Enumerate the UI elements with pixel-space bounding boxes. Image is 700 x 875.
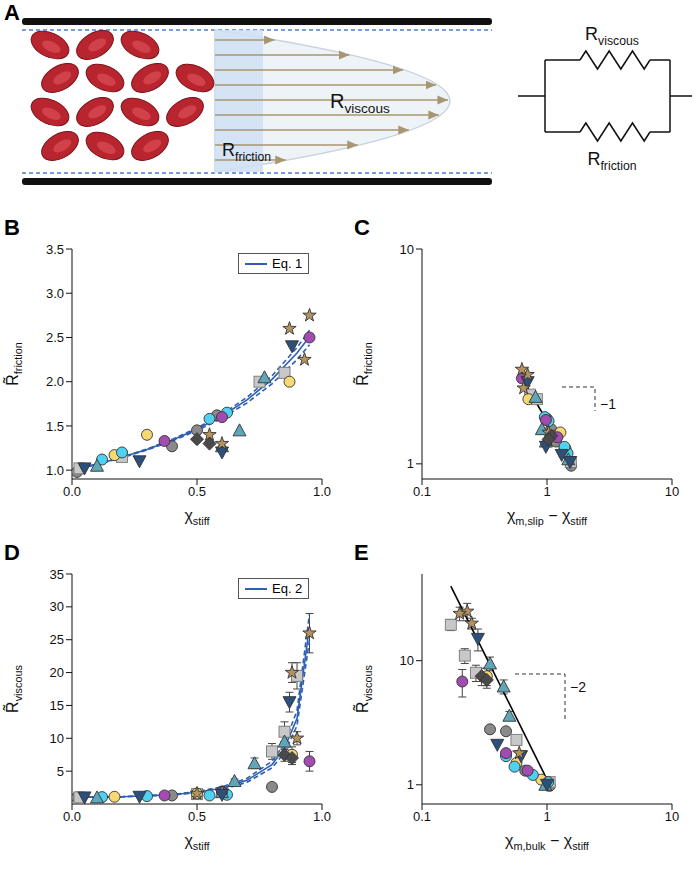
html-text:χstiff: χstiff: [184, 832, 210, 853]
svg-text:10: 10: [665, 484, 679, 499]
svg-text:−1: −1: [600, 396, 616, 412]
svg-text:15: 15: [50, 698, 64, 713]
svg-text:3.5: 3.5: [46, 242, 64, 257]
html-text:viscous: viscous: [362, 665, 375, 702]
html-text:R̃: R̃: [3, 701, 21, 713]
svg-text:30: 30: [50, 599, 64, 614]
svg-text:2.5: 2.5: [46, 330, 64, 345]
html-text:C: C: [354, 215, 370, 240]
svg-text:0.5: 0.5: [188, 484, 206, 499]
svg-text:5: 5: [57, 764, 64, 779]
svg-text:1.0: 1.0: [46, 463, 64, 478]
html-text:Eq. 1: Eq. 1: [272, 256, 303, 271]
svg-text:1.0: 1.0: [313, 484, 331, 499]
svg-text:1.5: 1.5: [46, 419, 64, 434]
html-text:friction: friction: [362, 342, 375, 375]
html-text:χstiff: χstiff: [184, 507, 210, 528]
svg-text:20: 20: [50, 665, 64, 680]
html-text:R̃: R̃: [353, 374, 371, 386]
html-text:χm,bulk− χstiff: χm,bulk− χstiff: [505, 832, 589, 853]
svg-text:2.0: 2.0: [46, 374, 64, 389]
svg-text:10: 10: [400, 242, 414, 257]
svg-text:0.1: 0.1: [413, 484, 431, 499]
html-text:friction: friction: [12, 342, 25, 375]
svg-text:0.1: 0.1: [413, 809, 431, 824]
svg-text:1: 1: [543, 809, 550, 824]
html-text:E: E: [354, 540, 369, 565]
html-text:viscous: viscous: [12, 665, 25, 702]
svg-text:0.0: 0.0: [63, 809, 81, 824]
svg-text:10: 10: [665, 809, 679, 824]
html-text:D: D: [4, 540, 20, 565]
html-text:R̃: R̃: [3, 374, 21, 386]
svg-text:1: 1: [543, 484, 550, 499]
svg-text:10: 10: [400, 653, 414, 668]
svg-text:Rfriction: Rfriction: [587, 149, 636, 173]
svg-text:−2: −2: [570, 679, 586, 695]
svg-text:10: 10: [50, 731, 64, 746]
html-text:Eq. 2: Eq. 2: [272, 581, 303, 596]
svg-text:0.5: 0.5: [188, 809, 206, 824]
svg-text:Rfriction: Rfriction: [222, 140, 271, 164]
svg-text:3.0: 3.0: [46, 286, 64, 301]
svg-text:35: 35: [50, 567, 64, 582]
svg-text:25: 25: [50, 632, 64, 647]
svg-text:Rviscous: Rviscous: [585, 24, 639, 48]
svg-text:1: 1: [407, 456, 414, 471]
svg-text:Rviscous: Rviscous: [330, 90, 390, 116]
html-text:χm,slip− χstiff: χm,slip− χstiff: [506, 507, 588, 528]
svg-text:1: 1: [407, 777, 414, 792]
svg-text:0.0: 0.0: [63, 484, 81, 499]
svg-text:1.0: 1.0: [313, 809, 331, 824]
html-text:A: A: [4, 0, 20, 25]
html-text:B: B: [4, 215, 20, 240]
html-text:R̃: R̃: [353, 701, 371, 713]
